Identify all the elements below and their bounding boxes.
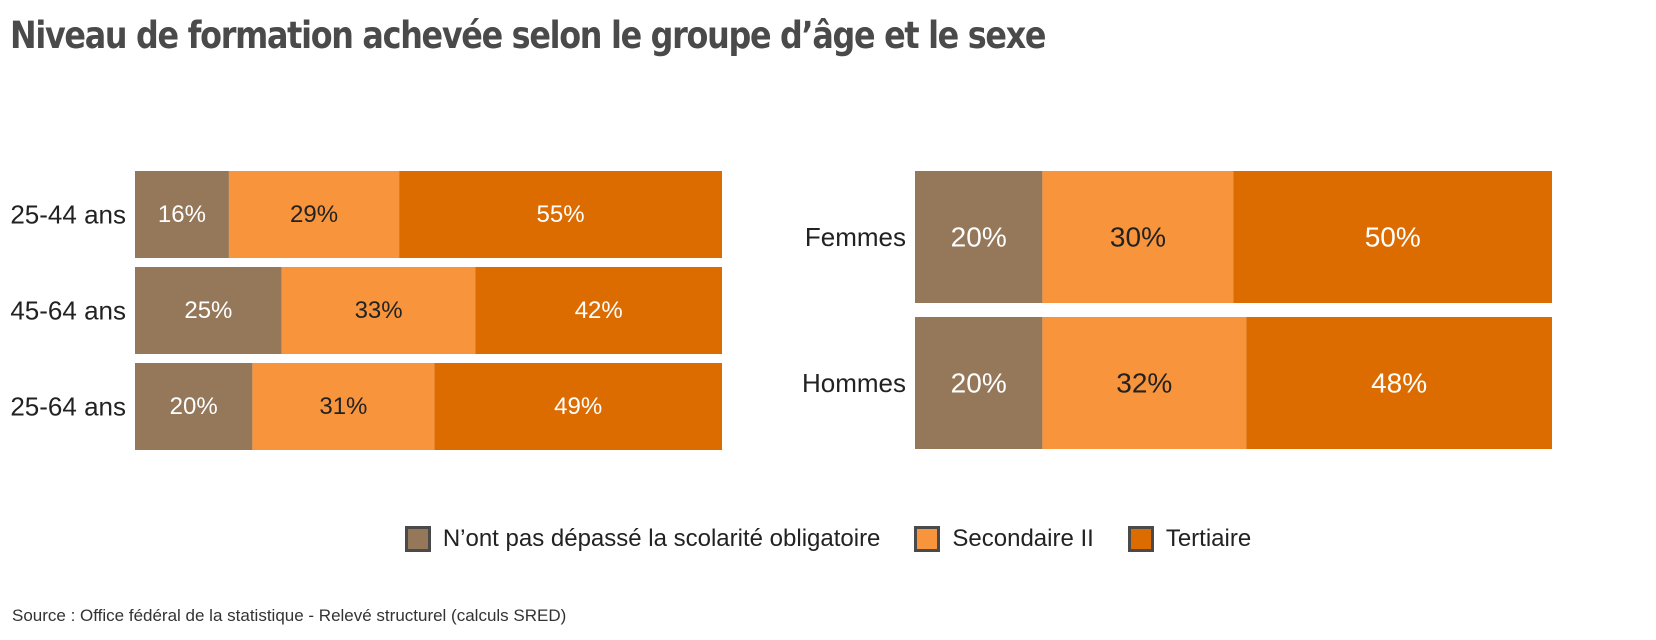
bar-segment-obligatoire [135, 363, 253, 450]
bar-segment-obligatoire [135, 171, 229, 258]
data-label: 50% [1365, 222, 1421, 253]
bar-segment-secondaire [281, 267, 476, 354]
category-label: 25-64 ans [10, 392, 126, 422]
bar-segment-tertiaire [475, 267, 722, 354]
data-label: 20% [951, 222, 1007, 253]
data-label: 42% [575, 297, 623, 324]
legend-item-tertiaire: Tertiaire [1127, 525, 1252, 553]
data-label: 16% [158, 201, 206, 228]
data-label: 32% [1116, 368, 1172, 399]
bar-segment-secondaire [252, 363, 435, 450]
data-label: 29% [290, 201, 338, 228]
chart-panel-1: 25-44 ans 16% 29% 55% 45-64 ans 25% 33% 42% 25-6… [10, 171, 722, 450]
bar-segment-obligatoire [915, 171, 1043, 303]
bar-segment-obligatoire [915, 317, 1043, 449]
legend-label-tertiaire: Tertiaire [1165, 525, 1252, 552]
data-label: 31% [319, 393, 367, 420]
chart-panel-2: Femmes 20% 30% 50% Hommes 20% 32% 48% [802, 171, 1552, 449]
legend-label-secondaire: Secondaire II [952, 525, 1094, 552]
legend-label-obligatoire: N’ont pas dépassé la scolarité obligatoi… [442, 525, 881, 552]
chart-title: Niveau de formation achevée selon le gro… [10, 14, 1047, 57]
legend-item-secondaire: Secondaire II [914, 525, 1094, 553]
bar-segment-tertiaire [399, 171, 722, 258]
legend-swatch-secondaire [914, 526, 941, 552]
bar-segment-secondaire [1042, 171, 1234, 303]
bar-segment-tertiaire [1246, 317, 1552, 449]
source-note: Source : Office fédéral de la statistiqu… [12, 606, 567, 625]
legend-swatch-tertiaire [1127, 526, 1154, 552]
data-label: 30% [1110, 222, 1166, 253]
data-label: 25% [184, 297, 232, 324]
data-label: 48% [1371, 368, 1427, 399]
bar-segment-secondaire [228, 171, 400, 258]
legend-item-obligatoire: N’ont pas dépassé la scolarité obligatoi… [404, 525, 881, 553]
stacked-bar-charts: 25-44 ans 16% 29% 55% 45-64 ans 25% 33% 42% 25-6… [10, 171, 1552, 450]
category-label: Hommes [802, 368, 906, 398]
bar-segment-secondaire [1042, 317, 1247, 449]
data-label: 49% [554, 393, 602, 420]
data-label: 33% [355, 297, 403, 324]
data-label: 55% [537, 201, 585, 228]
category-label: Femmes [805, 222, 906, 252]
category-label: 45-64 ans [10, 296, 126, 326]
bar-segment-tertiaire [1233, 171, 1552, 303]
legend-swatch-obligatoire [404, 526, 431, 552]
bar-segment-obligatoire [135, 267, 282, 354]
category-label: 25-44 ans [10, 200, 126, 230]
legend: N’ont pas dépassé la scolarité obligatoi… [0, 525, 1656, 553]
bar-segment-tertiaire [434, 363, 722, 450]
data-label: 20% [951, 368, 1007, 399]
data-label: 20% [170, 393, 218, 420]
